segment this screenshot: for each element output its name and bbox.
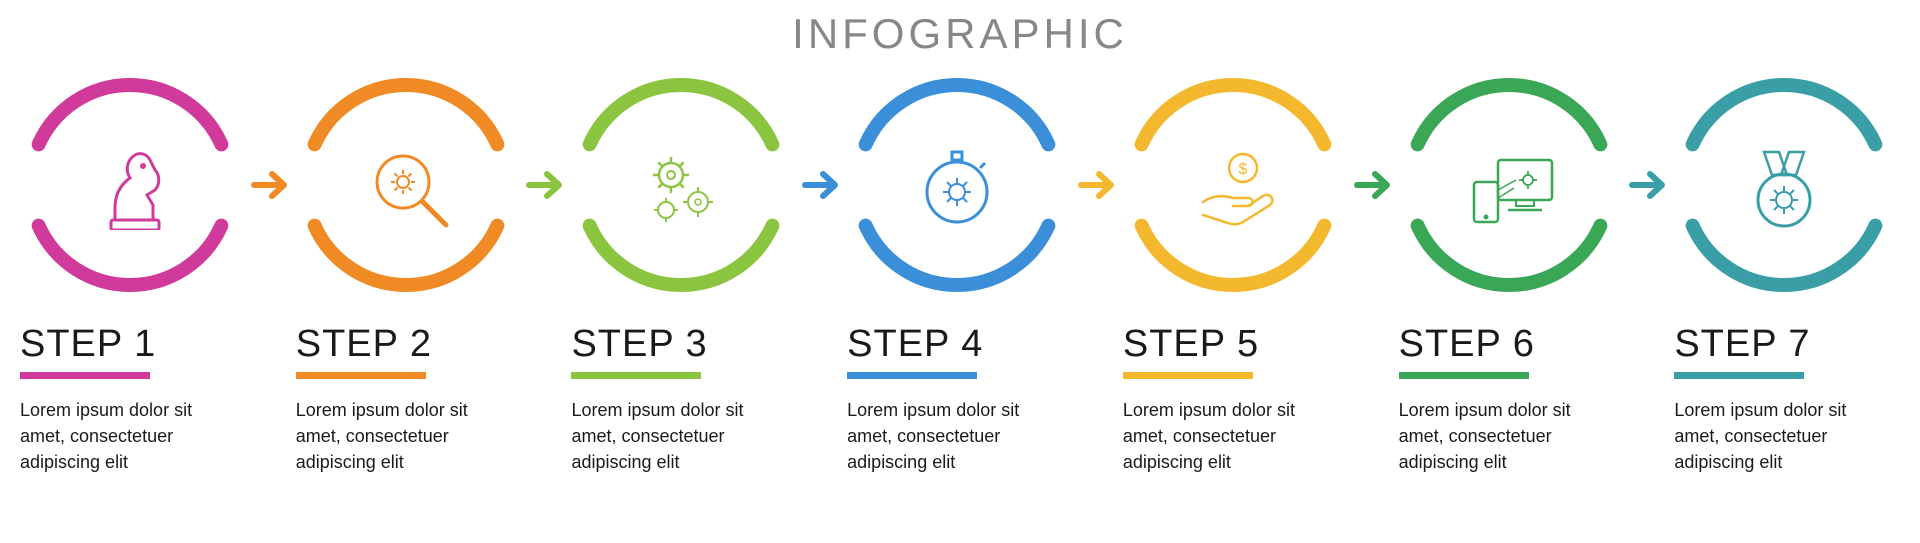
step-circle [296, 75, 516, 295]
chess-knight-icon [85, 140, 175, 230]
step-body: Lorem ipsum dolor sit amet, consectetuer… [571, 397, 771, 475]
hand-coin-icon [1188, 140, 1278, 230]
magnifier-gear-icon [361, 140, 451, 230]
step-4: STEP 4 Lorem ipsum dolor sit amet, consec… [847, 75, 1073, 475]
steps-row: STEP 1 Lorem ipsum dolor sit amet, consec… [0, 75, 1920, 475]
step-6: STEP 6 Lorem ipsum dolor sit amet, consec… [1399, 75, 1625, 475]
medal-gear-icon [1739, 140, 1829, 230]
step-1: STEP 1 Lorem ipsum dolor sit amet, consec… [20, 75, 246, 475]
step-body: Lorem ipsum dolor sit amet, consectetuer… [1123, 397, 1323, 475]
arrow-icon [1349, 75, 1399, 295]
step-body: Lorem ipsum dolor sit amet, consectetuer… [1399, 397, 1599, 475]
step-body: Lorem ipsum dolor sit amet, consectetuer… [847, 397, 1047, 475]
step-circle [1674, 75, 1894, 295]
step-5: STEP 5 Lorem ipsum dolor sit amet, consec… [1123, 75, 1349, 475]
devices-gear-icon [1464, 140, 1554, 230]
arrow-icon [246, 75, 296, 295]
step-label: STEP 7 [1674, 323, 1810, 366]
step-body: Lorem ipsum dolor sit amet, consectetuer… [20, 397, 220, 475]
step-label: STEP 4 [847, 323, 983, 366]
step-underline [296, 372, 426, 379]
step-3: STEP 3 Lorem ipsum dolor sit amet, consec… [571, 75, 797, 475]
step-label: STEP 5 [1123, 323, 1259, 366]
step-body: Lorem ipsum dolor sit amet, consectetuer… [296, 397, 496, 475]
step-underline [1674, 372, 1804, 379]
step-label: STEP 3 [571, 323, 707, 366]
stopwatch-gear-icon [912, 140, 1002, 230]
arrow-icon [797, 75, 847, 295]
step-underline [1399, 372, 1529, 379]
step-underline [1123, 372, 1253, 379]
arrow-icon [1624, 75, 1674, 295]
infographic-title: INFOGRAPHIC [792, 10, 1128, 58]
step-underline [571, 372, 701, 379]
step-circle [571, 75, 791, 295]
step-underline [847, 372, 977, 379]
step-circle [1399, 75, 1619, 295]
step-7: STEP 7 Lorem ipsum dolor sit amet, consec… [1674, 75, 1900, 475]
step-2: STEP 2 Lorem ipsum dolor sit amet, consec… [296, 75, 522, 475]
arrow-icon [1073, 75, 1123, 295]
step-circle [1123, 75, 1343, 295]
arrow-icon [521, 75, 571, 295]
gears-icon [636, 140, 726, 230]
step-circle [847, 75, 1067, 295]
step-label: STEP 2 [296, 323, 432, 366]
step-circle [20, 75, 240, 295]
step-label: STEP 1 [20, 323, 156, 366]
step-underline [20, 372, 150, 379]
step-body: Lorem ipsum dolor sit amet, consectetuer… [1674, 397, 1874, 475]
step-label: STEP 6 [1399, 323, 1535, 366]
